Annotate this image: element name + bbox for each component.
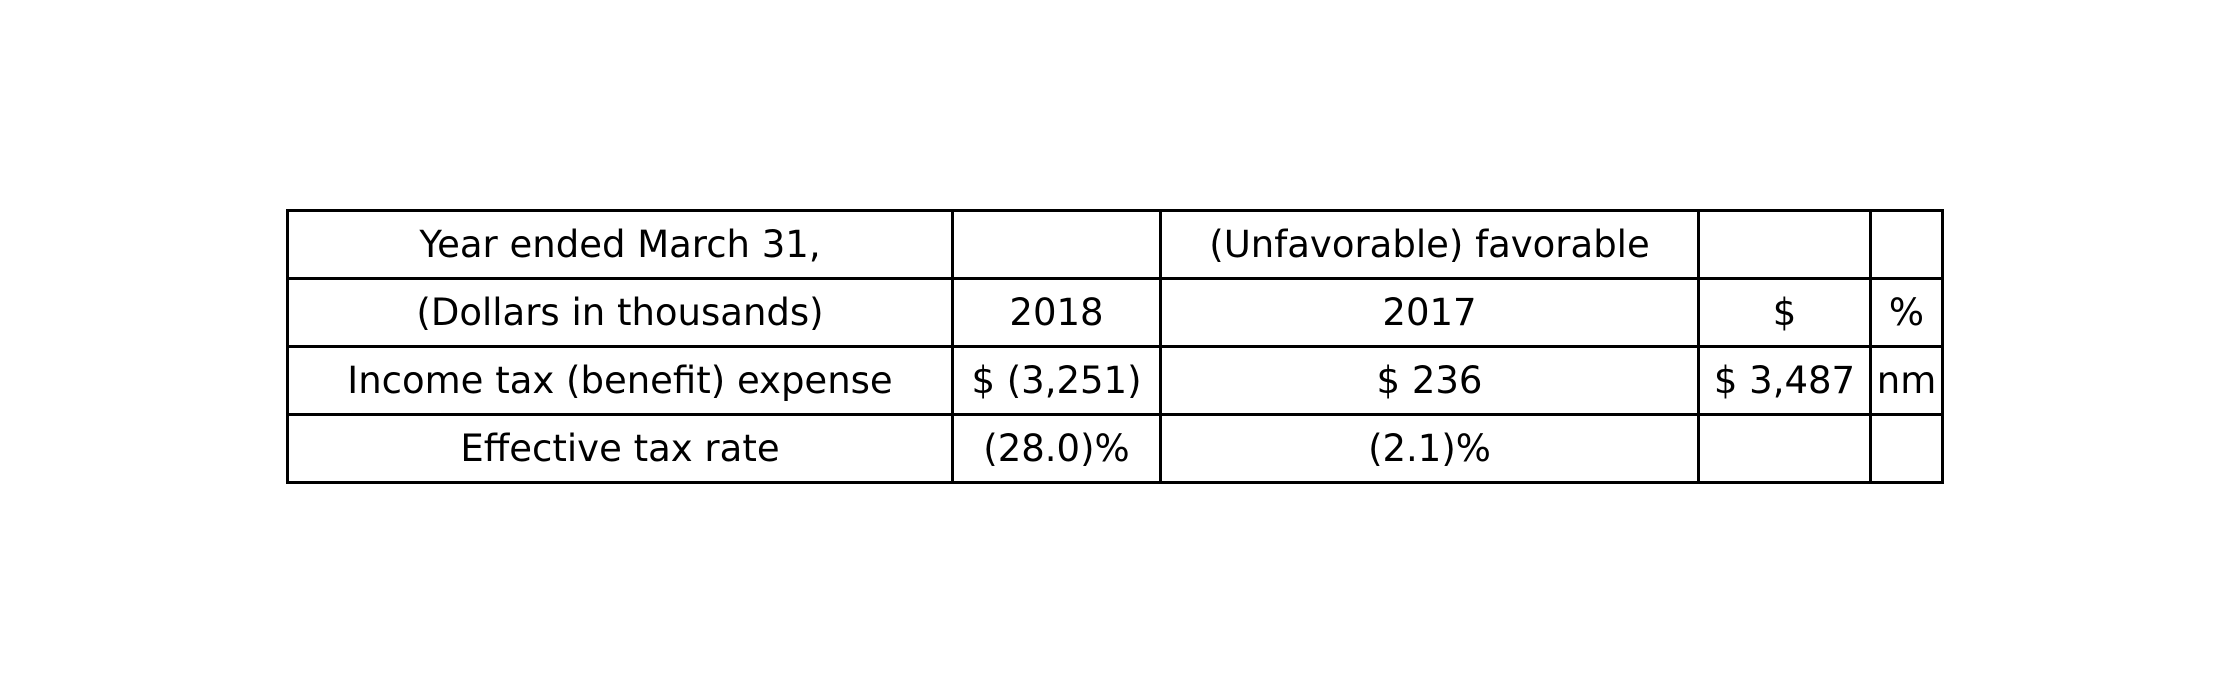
tax-table: Year ended March 31, (Unfavorable) favor… — [286, 209, 1944, 484]
table-cell — [951, 209, 1162, 280]
table-row-header-units: (Dollars in thousands) 2018 2017 $ % — [286, 277, 1944, 348]
table-cell: (Dollars in thousands) — [286, 277, 954, 348]
table-row-effective-rate: Effective tax rate (28.0)% (2.1)% — [286, 413, 1944, 484]
table-cell: $ 236 — [1159, 345, 1700, 416]
table-cell: Effective tax rate — [286, 413, 954, 484]
table-cell: (Unfavorable) favorable — [1159, 209, 1700, 280]
table-cell: 2017 — [1159, 277, 1700, 348]
table-cell — [1869, 413, 1944, 484]
table-cell — [1697, 413, 1872, 484]
table-cell: $ — [1697, 277, 1872, 348]
table-cell: $ 3,487 — [1697, 345, 1872, 416]
table-cell: nm — [1869, 345, 1944, 416]
table-cell: (2.1)% — [1159, 413, 1700, 484]
table-cell — [1869, 209, 1944, 280]
table-cell — [1697, 209, 1872, 280]
table-cell: 2018 — [951, 277, 1162, 348]
table-cell: (28.0)% — [951, 413, 1162, 484]
table-cell: Income tax (benefit) expense — [286, 345, 954, 416]
table-cell: $ (3,251) — [951, 345, 1162, 416]
table-cell: % — [1869, 277, 1944, 348]
table-cell: Year ended March 31, — [286, 209, 954, 280]
table-row-income-tax: Income tax (benefit) expense $ (3,251) $… — [286, 345, 1944, 416]
table-row-header-year: Year ended March 31, (Unfavorable) favor… — [286, 209, 1944, 280]
